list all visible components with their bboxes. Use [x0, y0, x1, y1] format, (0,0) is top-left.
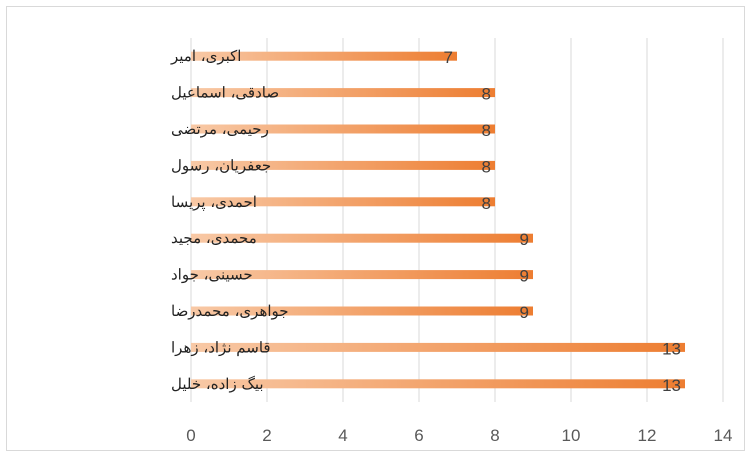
category-label: اکبری، امیر: [170, 47, 241, 65]
data-label: 8: [482, 85, 491, 104]
x-tick-label: 0: [186, 426, 195, 445]
data-label: 9: [520, 303, 529, 322]
x-tick-label: 2: [262, 426, 271, 445]
bars: [191, 51, 685, 389]
gridlines: [190, 38, 724, 402]
category-label: حسینی، جواد: [171, 266, 253, 284]
data-label: 13: [662, 339, 681, 358]
labels: 0 2 4 6 8 10 12 14 اکبری، امیر 7 صادقی، اسماعیل 8 رح…: [170, 47, 732, 445]
bar: [191, 88, 495, 98]
category-label: صادقی، اسماعیل: [171, 84, 279, 102]
data-label: 9: [520, 230, 529, 249]
category-label: قاسم نژاد، زهرا: [171, 338, 271, 356]
data-label: 8: [482, 121, 491, 140]
bar: [191, 51, 457, 61]
x-tick-label: 4: [338, 426, 347, 445]
data-label: 13: [662, 376, 681, 395]
category-label: جواهری، محمدرضا: [171, 302, 289, 320]
data-label: 8: [482, 194, 491, 213]
data-label: 7: [444, 48, 453, 67]
x-tick-label: 12: [638, 426, 657, 445]
data-label: 8: [482, 157, 491, 176]
bar: [191, 342, 685, 352]
category-label: بیگ زاده، خلیل: [171, 375, 264, 393]
category-label: محمدی، مجید: [171, 229, 257, 247]
category-label: احمدی، پریسا: [171, 193, 257, 211]
bar: [191, 160, 495, 170]
bar: [191, 197, 495, 207]
x-tick-label: 8: [490, 426, 499, 445]
bar: [191, 233, 533, 243]
category-label: جعفریان، رسول: [171, 156, 271, 174]
x-tick-label: 14: [714, 426, 733, 445]
category-label: رحیمی، مرتضی: [171, 120, 269, 138]
bar: [191, 306, 533, 316]
bar: [191, 379, 685, 389]
bar: [191, 270, 533, 280]
x-tick-label: 6: [414, 426, 423, 445]
data-label: 9: [520, 267, 529, 286]
bar: [191, 124, 495, 134]
x-tick-label: 10: [562, 426, 581, 445]
chart-frame: [6, 6, 745, 451]
